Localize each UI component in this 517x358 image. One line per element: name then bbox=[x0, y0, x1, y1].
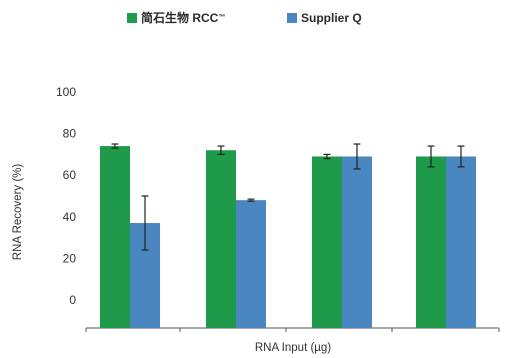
y-tick-label-60: 60 bbox=[63, 168, 77, 182]
bar-series-0-group-3 bbox=[416, 156, 446, 328]
error-bar-series-0-group-3 bbox=[427, 145, 435, 168]
y-tick-label-80: 80 bbox=[63, 127, 77, 141]
error-bar-series-1-group-3 bbox=[457, 145, 465, 168]
bar-series-1-group-1 bbox=[236, 200, 266, 328]
y-tick-label-40: 40 bbox=[63, 210, 77, 224]
y-axis-ticks: 0 20 40 60 80 100 bbox=[56, 85, 76, 307]
bar-series-1-group-2 bbox=[342, 156, 372, 328]
x-axis-ticks bbox=[85, 328, 500, 332]
y-tick-label-20: 20 bbox=[63, 251, 77, 265]
legend: 简石生物 RCC™ Supplier Q bbox=[127, 10, 362, 25]
error-bar-series-1-group-0 bbox=[141, 195, 149, 251]
error-bar-series-1-group-2 bbox=[353, 143, 361, 170]
error-bars bbox=[111, 143, 465, 251]
y-axis-title: RNA Recovery (%) bbox=[12, 164, 24, 261]
legend-label-rcc: 简石生物 RCC™ bbox=[141, 10, 225, 25]
error-bar-series-1-group-1 bbox=[247, 198, 255, 202]
bars bbox=[100, 146, 476, 328]
error-bar-series-0-group-0 bbox=[111, 143, 119, 149]
error-bar-series-0-group-1 bbox=[217, 145, 225, 155]
y-tick-label-0: 0 bbox=[69, 293, 76, 307]
bar-series-0-group-0 bbox=[100, 146, 130, 328]
bar-series-1-group-3 bbox=[446, 156, 476, 328]
legend-swatch-supplier-q bbox=[287, 13, 297, 23]
y-tick-label-100: 100 bbox=[56, 85, 76, 99]
legend-swatch-rcc bbox=[127, 13, 137, 23]
error-bar-series-0-group-2 bbox=[323, 153, 331, 160]
bar-series-0-group-2 bbox=[312, 156, 342, 328]
x-axis-title: RNA Input (µg) bbox=[255, 342, 331, 354]
legend-label-supplier-q: Supplier Q bbox=[301, 11, 362, 25]
bar-series-0-group-1 bbox=[206, 150, 236, 328]
